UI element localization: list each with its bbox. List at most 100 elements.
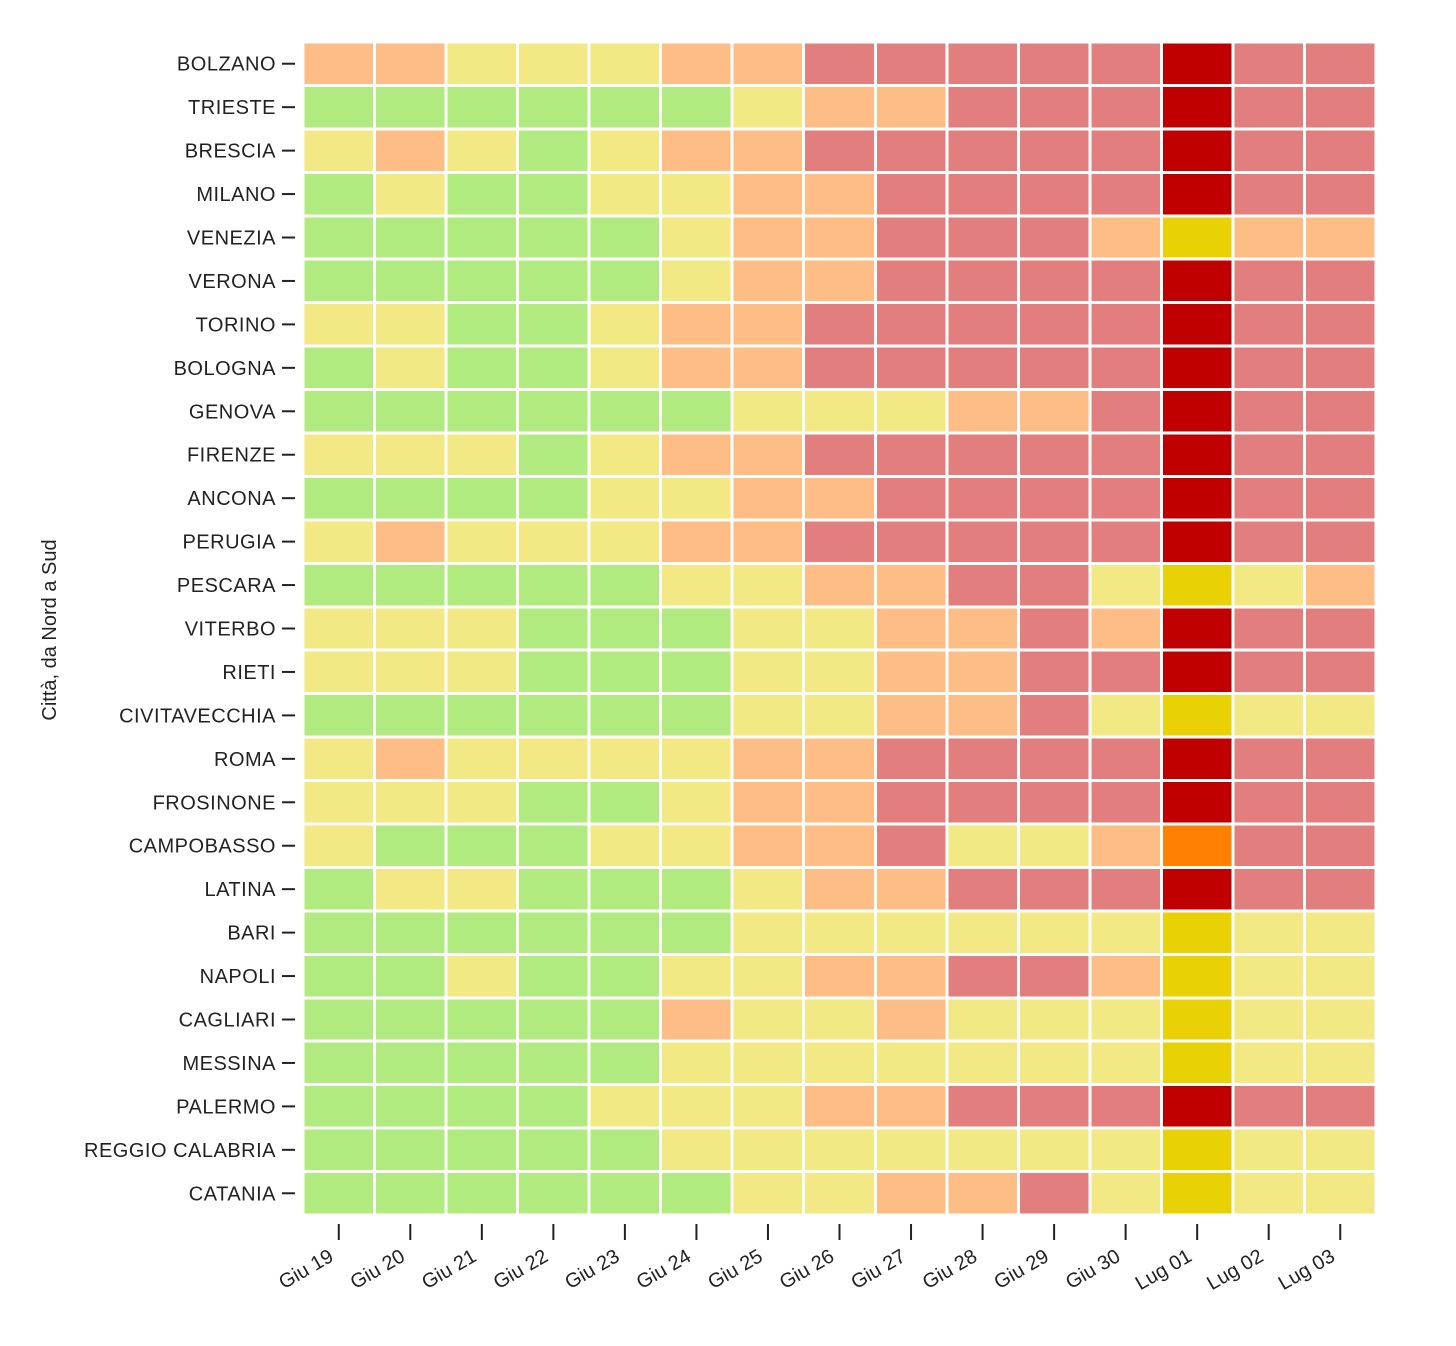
heatmap-cell [590, 347, 660, 389]
heatmap-cell [304, 391, 374, 432]
heatmap-cell [1234, 608, 1303, 649]
heatmap-cell [805, 477, 874, 519]
heatmap-cell [1162, 999, 1232, 1040]
heatmap-cell [876, 477, 946, 519]
heatmap-cell [1234, 651, 1303, 693]
heatmap-cell [733, 86, 803, 128]
heatmap-cell [948, 347, 1017, 389]
heatmap-cell [376, 825, 445, 866]
heatmap-cell [590, 1173, 660, 1214]
heatmap-cell [662, 738, 731, 780]
y-tick-label: NAPOLI [200, 966, 276, 988]
heatmap-cell [1019, 43, 1089, 84]
heatmap-cell [1234, 1086, 1303, 1127]
heatmap-cell [590, 608, 660, 649]
heatmap-cell [376, 347, 445, 389]
heatmap-cell [519, 651, 588, 693]
heatmap-cell [304, 564, 374, 606]
heatmap-cell [304, 86, 374, 128]
heatmap-cell [376, 564, 445, 606]
heatmap-cell [1234, 999, 1303, 1040]
heatmap-cell [1305, 477, 1375, 519]
heatmap-cell [1019, 1042, 1089, 1084]
heatmap-cell [1019, 695, 1089, 736]
heatmap-cell [805, 434, 874, 475]
heatmap-cell [1162, 304, 1232, 345]
heatmap-cell [1234, 217, 1303, 258]
heatmap-cell [519, 564, 588, 606]
heatmap-cell [733, 173, 803, 215]
heatmap-cell [1162, 477, 1232, 519]
heatmap-cell [1234, 173, 1303, 215]
heatmap-cell [1234, 868, 1303, 910]
y-tick-label: CAGLIARI [179, 1010, 276, 1032]
heatmap-cell [1019, 1129, 1089, 1171]
heatmap-cell [376, 695, 445, 736]
heatmap-cell [1091, 955, 1160, 997]
heatmap-cell [1305, 695, 1375, 736]
x-tick-label: Giu 30 [1062, 1245, 1124, 1294]
heatmap-cell [733, 1042, 803, 1084]
heatmap-cell [1019, 391, 1089, 432]
heatmap-cell [662, 782, 731, 823]
heatmap-cell [1019, 260, 1089, 302]
heatmap-cell [1305, 434, 1375, 475]
y-tick-label: MILANO [196, 184, 276, 206]
heatmap-cell [876, 1173, 946, 1214]
heatmap-cell [876, 1042, 946, 1084]
heatmap-cell [805, 738, 874, 780]
heatmap-cell [519, 1086, 588, 1127]
heatmap-cell [590, 1129, 660, 1171]
heatmap-cell [733, 868, 803, 910]
heatmap-cell [805, 304, 874, 345]
heatmap-cell [1305, 391, 1375, 432]
heatmap-cell [376, 173, 445, 215]
heatmap-cell [1091, 43, 1160, 84]
heatmap-cell [876, 521, 946, 562]
heatmap-cell [447, 391, 517, 432]
heatmap-cell [1019, 130, 1089, 171]
heatmap-cell [805, 130, 874, 171]
heatmap-cell [1234, 130, 1303, 171]
heatmap-cell [519, 130, 588, 171]
heatmap-cell [662, 130, 731, 171]
heatmap-cell [519, 695, 588, 736]
heatmap-cell [805, 391, 874, 432]
heatmap-cell [662, 1173, 731, 1214]
heatmap-cell [876, 260, 946, 302]
heatmap-cell [733, 564, 803, 606]
heatmap-cell [447, 695, 517, 736]
y-tick-label: CIVITAVECCHIA [119, 705, 276, 727]
heatmap-cell [519, 1173, 588, 1214]
heatmap-cell [805, 1086, 874, 1127]
heatmap-cell [1019, 347, 1089, 389]
heatmap-cell [733, 391, 803, 432]
heatmap-cell [876, 564, 946, 606]
x-tick-label: Giu 22 [490, 1245, 552, 1294]
heatmap-cell [519, 955, 588, 997]
heatmap-cell [1162, 912, 1232, 953]
heatmap-cell [805, 695, 874, 736]
heatmap-cell [733, 434, 803, 475]
heatmap-cell [590, 521, 660, 562]
heatmap-cell [733, 1173, 803, 1214]
heatmap-cell [662, 434, 731, 475]
heatmap-cell [590, 391, 660, 432]
heatmap-cell [948, 391, 1017, 432]
heatmap-cell [590, 477, 660, 519]
heatmap-cell [1091, 651, 1160, 693]
heatmap-cell [1091, 86, 1160, 128]
heatmap-cell [876, 912, 946, 953]
heatmap-cell [304, 695, 374, 736]
heatmap-cell [1019, 782, 1089, 823]
heatmap-cell [304, 955, 374, 997]
heatmap-cell [519, 912, 588, 953]
heatmap-cell [1234, 955, 1303, 997]
heatmap-cell [590, 130, 660, 171]
heatmap-cell [1019, 738, 1089, 780]
heatmap-cell [376, 608, 445, 649]
heatmap-cell [1305, 738, 1375, 780]
heatmap-cell [1305, 1129, 1375, 1171]
heatmap-cell [447, 43, 517, 84]
heatmap-cell [1305, 43, 1375, 84]
